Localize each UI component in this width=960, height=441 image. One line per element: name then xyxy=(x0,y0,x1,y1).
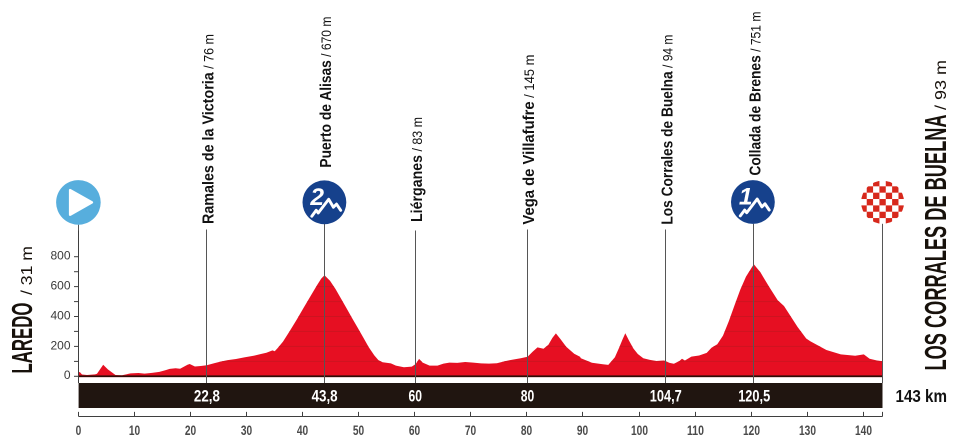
svg-text:2: 2 xyxy=(309,184,324,211)
svg-text:110: 110 xyxy=(687,423,704,438)
svg-text:1: 1 xyxy=(739,184,753,211)
svg-text:400: 400 xyxy=(50,308,70,322)
svg-text:70: 70 xyxy=(465,423,477,438)
svg-text:Puerto de Alisas / 670 m: Puerto de Alisas / 670 m xyxy=(318,17,335,168)
svg-text:120: 120 xyxy=(743,423,760,438)
svg-text:30: 30 xyxy=(241,423,253,438)
svg-text:Ramales de la Victoria / 76 m: Ramales de la Victoria / 76 m xyxy=(200,34,217,224)
svg-text:0: 0 xyxy=(64,368,71,382)
svg-text:90: 90 xyxy=(577,423,589,438)
svg-text:120,5: 120,5 xyxy=(738,386,770,405)
svg-text:140: 140 xyxy=(855,423,872,438)
svg-text:600: 600 xyxy=(50,279,70,293)
svg-text:104,7: 104,7 xyxy=(650,386,682,405)
svg-text:800: 800 xyxy=(50,249,70,263)
svg-text:40: 40 xyxy=(297,423,309,438)
svg-text:80: 80 xyxy=(521,386,535,405)
svg-text:Vega de Villafufre / 145 m: Vega de Villafufre / 145 m xyxy=(521,55,538,225)
svg-text:200: 200 xyxy=(50,338,70,352)
svg-text:0: 0 xyxy=(76,423,82,438)
svg-text:10: 10 xyxy=(129,423,141,438)
svg-text:50: 50 xyxy=(353,423,365,438)
svg-text:100: 100 xyxy=(631,423,648,438)
svg-text:60: 60 xyxy=(409,423,421,438)
svg-text:60: 60 xyxy=(409,386,423,405)
svg-text:/ 31 m: / 31 m xyxy=(19,246,36,295)
svg-text:43,8: 43,8 xyxy=(312,386,338,405)
svg-text:Liérganes / 83 m: Liérganes / 83 m xyxy=(409,117,426,222)
svg-text:20: 20 xyxy=(185,423,197,438)
svg-text:Collada de Brenes / 751 m: Collada de Brenes / 751 m xyxy=(747,12,764,176)
svg-text:130: 130 xyxy=(799,423,816,438)
svg-text:143 km: 143 km xyxy=(896,386,948,406)
svg-text:/ 93 m: / 93 m xyxy=(933,60,950,110)
svg-text:LAREDO: LAREDO xyxy=(7,303,39,374)
svg-text:Los Corrales de Buelna / 94 m: Los Corrales de Buelna / 94 m xyxy=(659,35,676,225)
svg-text:22,8: 22,8 xyxy=(194,386,220,405)
svg-text:80: 80 xyxy=(521,423,533,438)
svg-text:LOS CORRALES DE BUELNA: LOS CORRALES DE BUELNA xyxy=(918,115,953,371)
